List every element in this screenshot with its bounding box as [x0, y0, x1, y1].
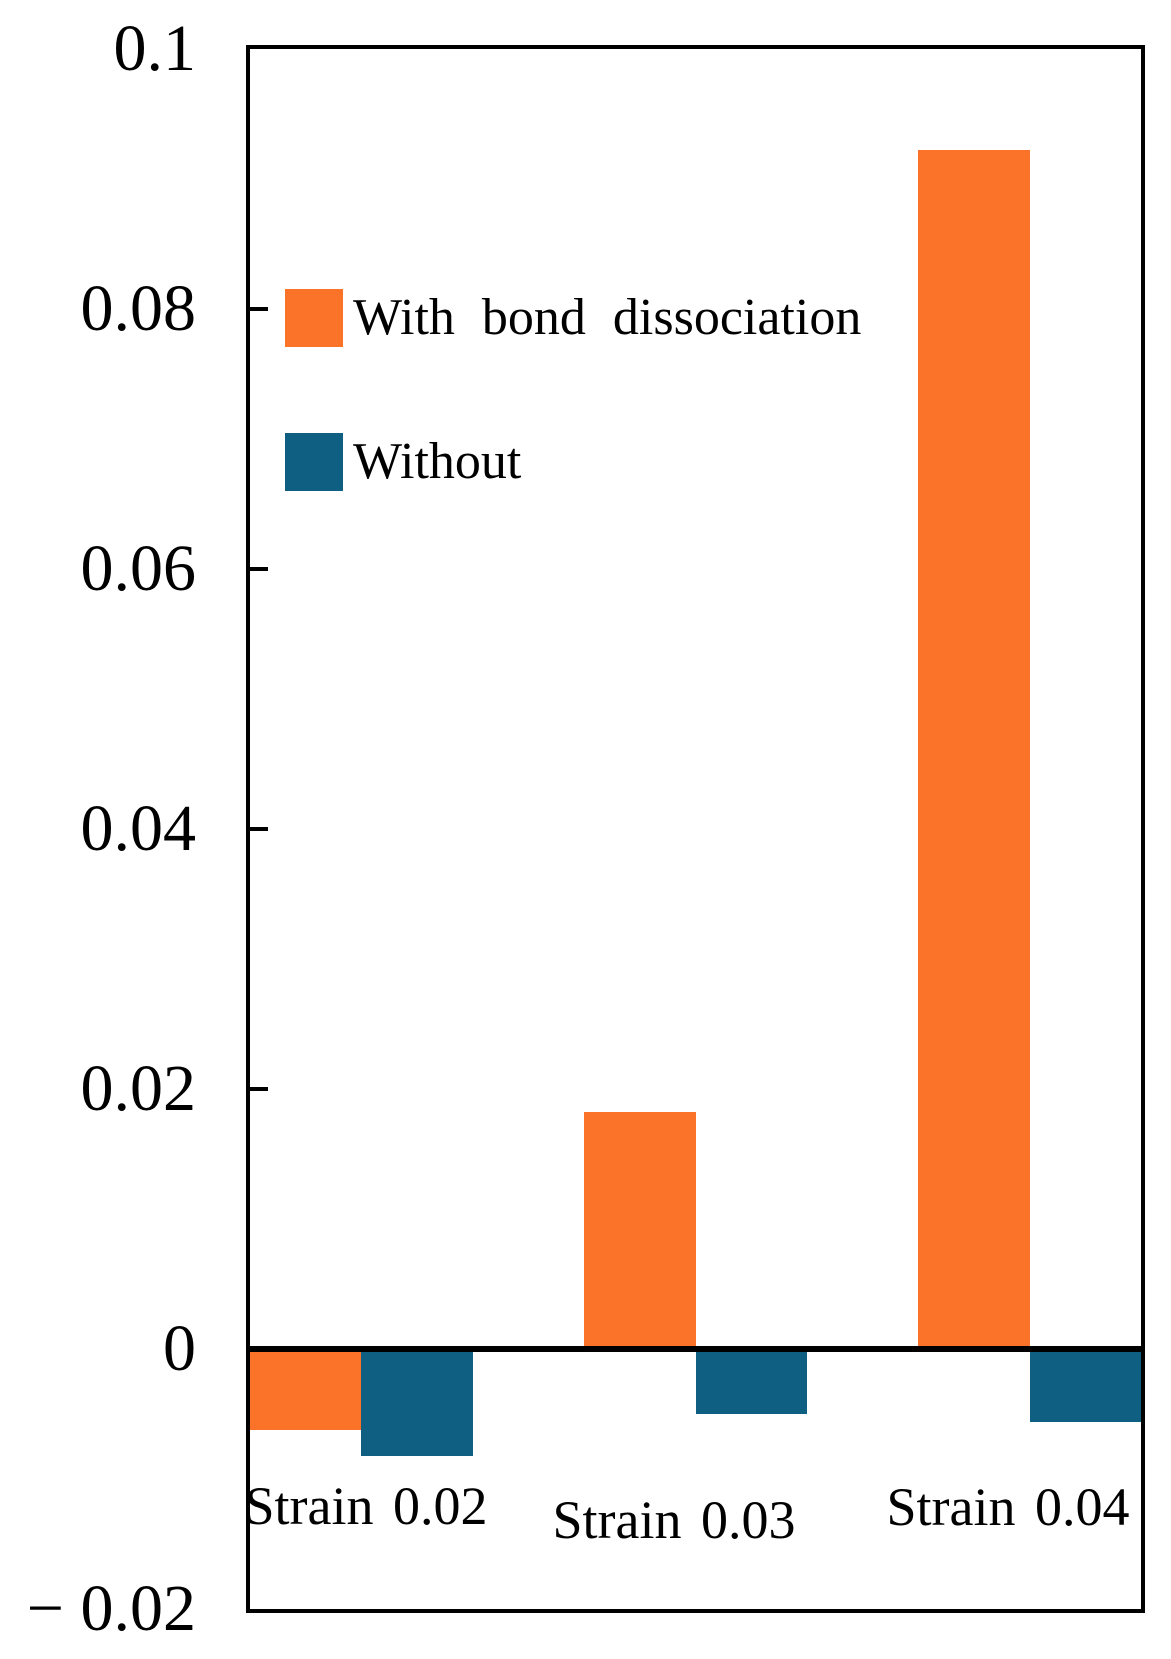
y-axis-tick-label: 0: [163, 1312, 196, 1385]
y-axis-tick: [250, 827, 268, 831]
y-axis-tick-label: 0.04: [80, 792, 197, 865]
y-axis-tick-label: 0.08: [80, 272, 197, 345]
legend-label-without: Without: [353, 433, 522, 490]
y-axis-tick-label: − 0.02: [26, 1572, 196, 1645]
legend-label-with-bond-dissociation: With bond dissociation: [353, 289, 862, 346]
bar-with-bond-dissociation-strain-0.04: [918, 150, 1030, 1349]
bar-without-strain-0.03: [695, 1349, 807, 1414]
y-axis-tick: [250, 307, 268, 311]
y-axis-tick: [250, 1087, 268, 1091]
x-axis-label-strain-0.04: Strain 0.04: [886, 1477, 1130, 1537]
legend-item-without: Without: [285, 433, 521, 491]
zero-baseline: [250, 1346, 1141, 1352]
y-axis-tick-label: 0.02: [80, 1052, 197, 1125]
legend-item-with-bond-dissociation: With bond dissociation: [285, 289, 861, 347]
bar-with-bond-dissociation-strain-0.02: [250, 1349, 362, 1430]
x-axis-label-strain-0.03: Strain 0.03: [552, 1490, 796, 1550]
y-axis-tick: [250, 567, 268, 571]
bar-without-strain-0.04: [1029, 1349, 1141, 1422]
bar-without-strain-0.02: [361, 1349, 473, 1456]
y-axis-tick-label: 0.06: [80, 532, 197, 605]
legend-swatch-orange: [285, 289, 343, 347]
bar-with-bond-dissociation-strain-0.03: [584, 1112, 696, 1349]
y-axis-tick-label: 0.1: [113, 12, 197, 85]
x-axis-label-strain-0.02: Strain 0.02: [244, 1476, 488, 1536]
legend-swatch-teal: [285, 433, 343, 491]
